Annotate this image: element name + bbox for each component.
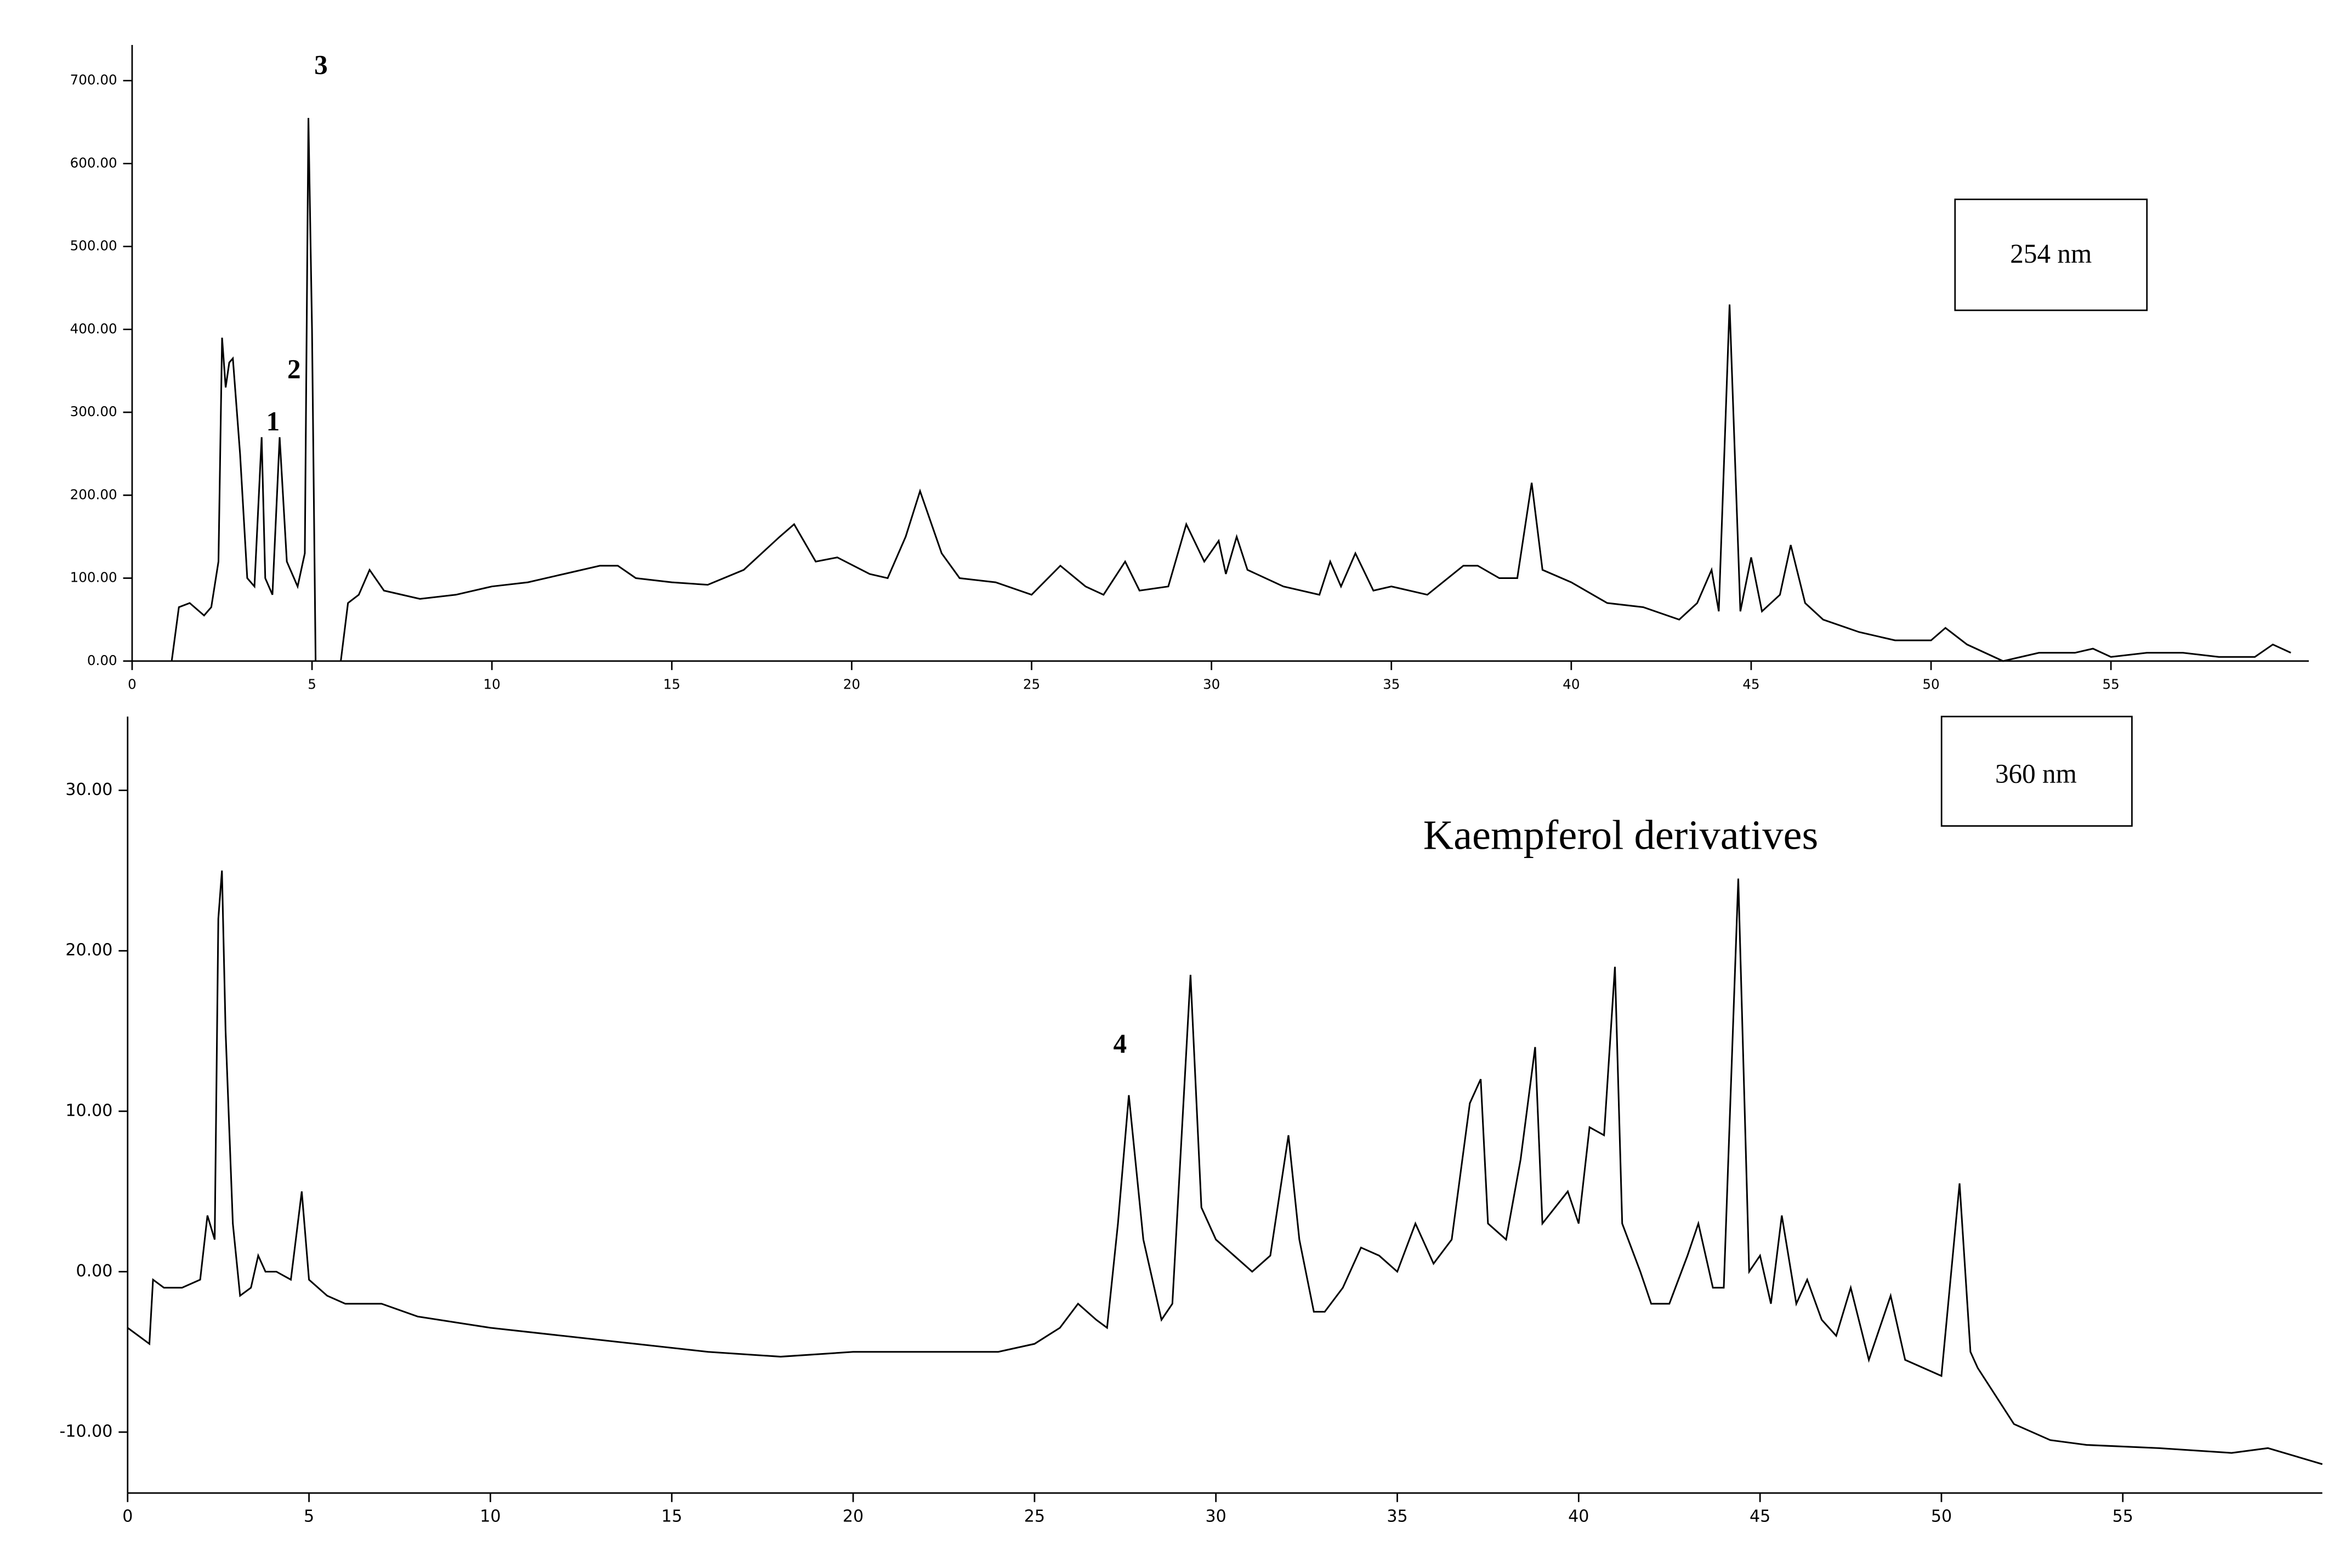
y-tick-label: 10.00 [65, 1101, 112, 1120]
x-tick-label: 45 [1742, 677, 1759, 692]
x-tick-label: 30 [1203, 677, 1220, 692]
x-tick-label: 0 [122, 1507, 133, 1526]
x-tick-label: 10 [480, 1507, 501, 1526]
x-tick-label: 25 [1024, 1507, 1045, 1526]
y-tick-label: 200.00 [70, 486, 117, 502]
y-tick-label: 300.00 [70, 404, 117, 419]
x-tick-label: 40 [1563, 677, 1580, 692]
y-tick-label: 500.00 [70, 238, 117, 254]
x-tick-label: 50 [1922, 677, 1939, 692]
wavelength-label: 360 nm [1995, 759, 2077, 789]
annotation: 2 [287, 354, 301, 384]
label-box [1940, 715, 2133, 827]
y-tick-label: 700.00 [70, 72, 117, 88]
x-tick-label: 45 [1750, 1507, 1770, 1526]
x-tick-label: 30 [1206, 1507, 1226, 1526]
y-tick-label: 400.00 [70, 321, 117, 337]
y-tick-label: 100.00 [70, 570, 117, 586]
x-tick-label: 55 [2113, 1507, 2133, 1526]
y-tick-label: -10.00 [60, 1422, 113, 1441]
x-tick-label: 50 [1931, 1507, 1952, 1526]
annotation: 3 [314, 49, 328, 79]
x-tick-label: 5 [308, 677, 316, 692]
x-tick-label: 5 [304, 1507, 314, 1526]
y-tick-label: 600.00 [70, 155, 117, 171]
wavelength-label: 254 nm [2010, 238, 2092, 269]
x-tick-label: 10 [484, 677, 501, 692]
annotation: 4 [1114, 1029, 1127, 1059]
x-tick-label: 40 [1568, 1507, 1589, 1526]
y-tick-label: 0.00 [87, 652, 117, 668]
y-tick-label: 30.00 [65, 780, 112, 799]
label-box [1954, 198, 2148, 311]
annotation: Kaempferol derivatives [1423, 812, 1819, 859]
trace [171, 118, 2291, 662]
x-tick-label: 35 [1387, 1507, 1407, 1526]
y-tick-label: 0.00 [76, 1262, 112, 1281]
x-tick-label: 35 [1383, 677, 1400, 692]
x-tick-label: 20 [843, 1507, 864, 1526]
y-tick-label: 20.00 [65, 941, 112, 960]
trace [127, 870, 2323, 1465]
x-tick-label: 15 [663, 677, 680, 692]
x-tick-label: 55 [2103, 677, 2120, 692]
x-tick-label: 15 [661, 1507, 682, 1526]
annotation: 1 [266, 406, 280, 436]
x-tick-label: 25 [1023, 677, 1040, 692]
x-tick-label: 0 [128, 677, 137, 692]
x-tick-label: 20 [843, 677, 860, 692]
